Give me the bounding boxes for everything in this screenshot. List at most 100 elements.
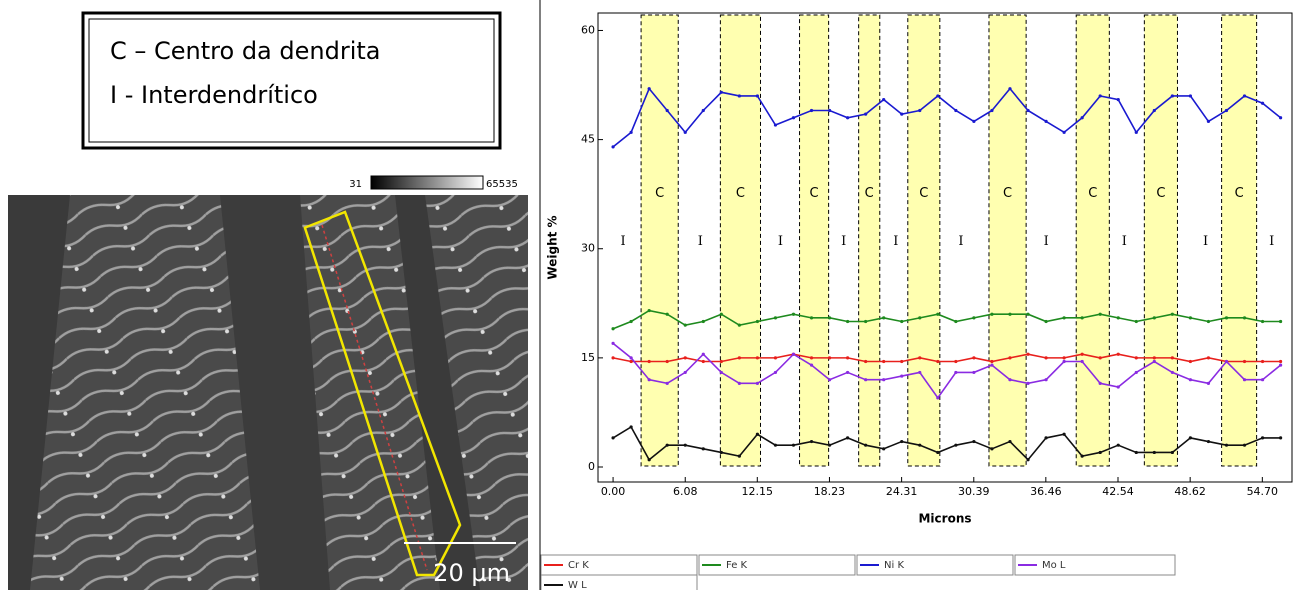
region bbox=[989, 15, 1026, 466]
data-point bbox=[611, 145, 614, 148]
data-point bbox=[648, 87, 651, 90]
data-point bbox=[1026, 109, 1029, 112]
data-point bbox=[702, 447, 705, 450]
data-point bbox=[1135, 131, 1138, 134]
x-tick-label: 6.08 bbox=[673, 485, 698, 498]
data-point bbox=[1189, 316, 1192, 319]
annotation: I bbox=[893, 234, 898, 249]
data-point bbox=[1117, 385, 1120, 388]
data-point bbox=[1008, 313, 1011, 316]
series-line bbox=[613, 311, 1281, 329]
data-point bbox=[1099, 94, 1102, 97]
region bbox=[1076, 15, 1109, 466]
data-point bbox=[936, 396, 939, 399]
data-point bbox=[666, 109, 669, 112]
legend-label: Mo L bbox=[1042, 560, 1066, 571]
data-point bbox=[1026, 313, 1029, 316]
data-point bbox=[1081, 316, 1084, 319]
data-point bbox=[738, 94, 741, 97]
data-point bbox=[954, 109, 957, 112]
data-point bbox=[1243, 378, 1246, 381]
data-point bbox=[720, 451, 723, 454]
data-point bbox=[774, 371, 777, 374]
region bbox=[859, 15, 880, 466]
data-point bbox=[1063, 433, 1066, 436]
data-point bbox=[882, 378, 885, 381]
data-point bbox=[1099, 313, 1102, 316]
data-point bbox=[1008, 378, 1011, 381]
data-point bbox=[1243, 444, 1246, 447]
data-point bbox=[1207, 320, 1210, 323]
data-point bbox=[666, 313, 669, 316]
data-point bbox=[864, 320, 867, 323]
data-point bbox=[1261, 378, 1264, 381]
x-tick-label: 48.62 bbox=[1174, 485, 1206, 498]
data-point bbox=[882, 316, 885, 319]
legend-item-frame bbox=[857, 555, 1013, 575]
data-point bbox=[1207, 356, 1210, 359]
data-point bbox=[611, 342, 614, 345]
legend-label: Ni K bbox=[884, 560, 904, 571]
data-point bbox=[864, 444, 867, 447]
data-point bbox=[828, 316, 831, 319]
data-point bbox=[720, 360, 723, 363]
data-point bbox=[666, 360, 669, 363]
y-tick-label: 30 bbox=[581, 242, 595, 255]
data-point bbox=[720, 371, 723, 374]
data-point bbox=[1063, 356, 1066, 359]
series-line bbox=[613, 343, 1281, 398]
data-point bbox=[648, 360, 651, 363]
data-point bbox=[648, 378, 651, 381]
data-point bbox=[1135, 320, 1138, 323]
data-point bbox=[810, 440, 813, 443]
data-point bbox=[792, 116, 795, 119]
annotation: I bbox=[1122, 234, 1127, 249]
data-point bbox=[792, 444, 795, 447]
data-point bbox=[918, 371, 921, 374]
data-point bbox=[1225, 444, 1228, 447]
data-point bbox=[720, 313, 723, 316]
data-point bbox=[1081, 116, 1084, 119]
data-point bbox=[1044, 320, 1047, 323]
annotation: I bbox=[1269, 234, 1274, 249]
x-tick-label: 54.70 bbox=[1247, 485, 1279, 498]
data-point bbox=[936, 94, 939, 97]
data-point bbox=[1207, 382, 1210, 385]
data-point bbox=[1153, 109, 1156, 112]
x-tick-label: 30.39 bbox=[958, 485, 990, 498]
data-point bbox=[1261, 320, 1264, 323]
data-point bbox=[1008, 356, 1011, 359]
data-point bbox=[738, 324, 741, 327]
data-point bbox=[1008, 440, 1011, 443]
data-point bbox=[828, 378, 831, 381]
data-point bbox=[756, 382, 759, 385]
series-line bbox=[613, 354, 1281, 361]
data-point bbox=[774, 356, 777, 359]
data-point bbox=[1153, 451, 1156, 454]
x-axis-label: Microns bbox=[918, 512, 971, 526]
x-tick-label: 24.31 bbox=[886, 485, 918, 498]
data-point bbox=[918, 444, 921, 447]
data-point bbox=[702, 360, 705, 363]
region-label: C bbox=[919, 186, 928, 201]
data-point bbox=[1225, 109, 1228, 112]
data-point bbox=[864, 360, 867, 363]
region-label: C bbox=[865, 186, 874, 201]
data-point bbox=[1117, 98, 1120, 101]
data-point bbox=[1081, 454, 1084, 457]
data-point bbox=[774, 316, 777, 319]
data-point bbox=[756, 320, 759, 323]
colorbar: 31 65535 bbox=[349, 176, 518, 190]
data-point bbox=[702, 109, 705, 112]
x-tick-label: 0.00 bbox=[601, 485, 626, 498]
data-point bbox=[1261, 360, 1264, 363]
data-point bbox=[846, 320, 849, 323]
annotation: I bbox=[958, 234, 963, 249]
data-point bbox=[810, 364, 813, 367]
region bbox=[1144, 15, 1177, 466]
data-point bbox=[900, 113, 903, 116]
data-point bbox=[1279, 320, 1282, 323]
data-point bbox=[1063, 131, 1066, 134]
annotation: I bbox=[841, 234, 846, 249]
region bbox=[641, 15, 678, 466]
